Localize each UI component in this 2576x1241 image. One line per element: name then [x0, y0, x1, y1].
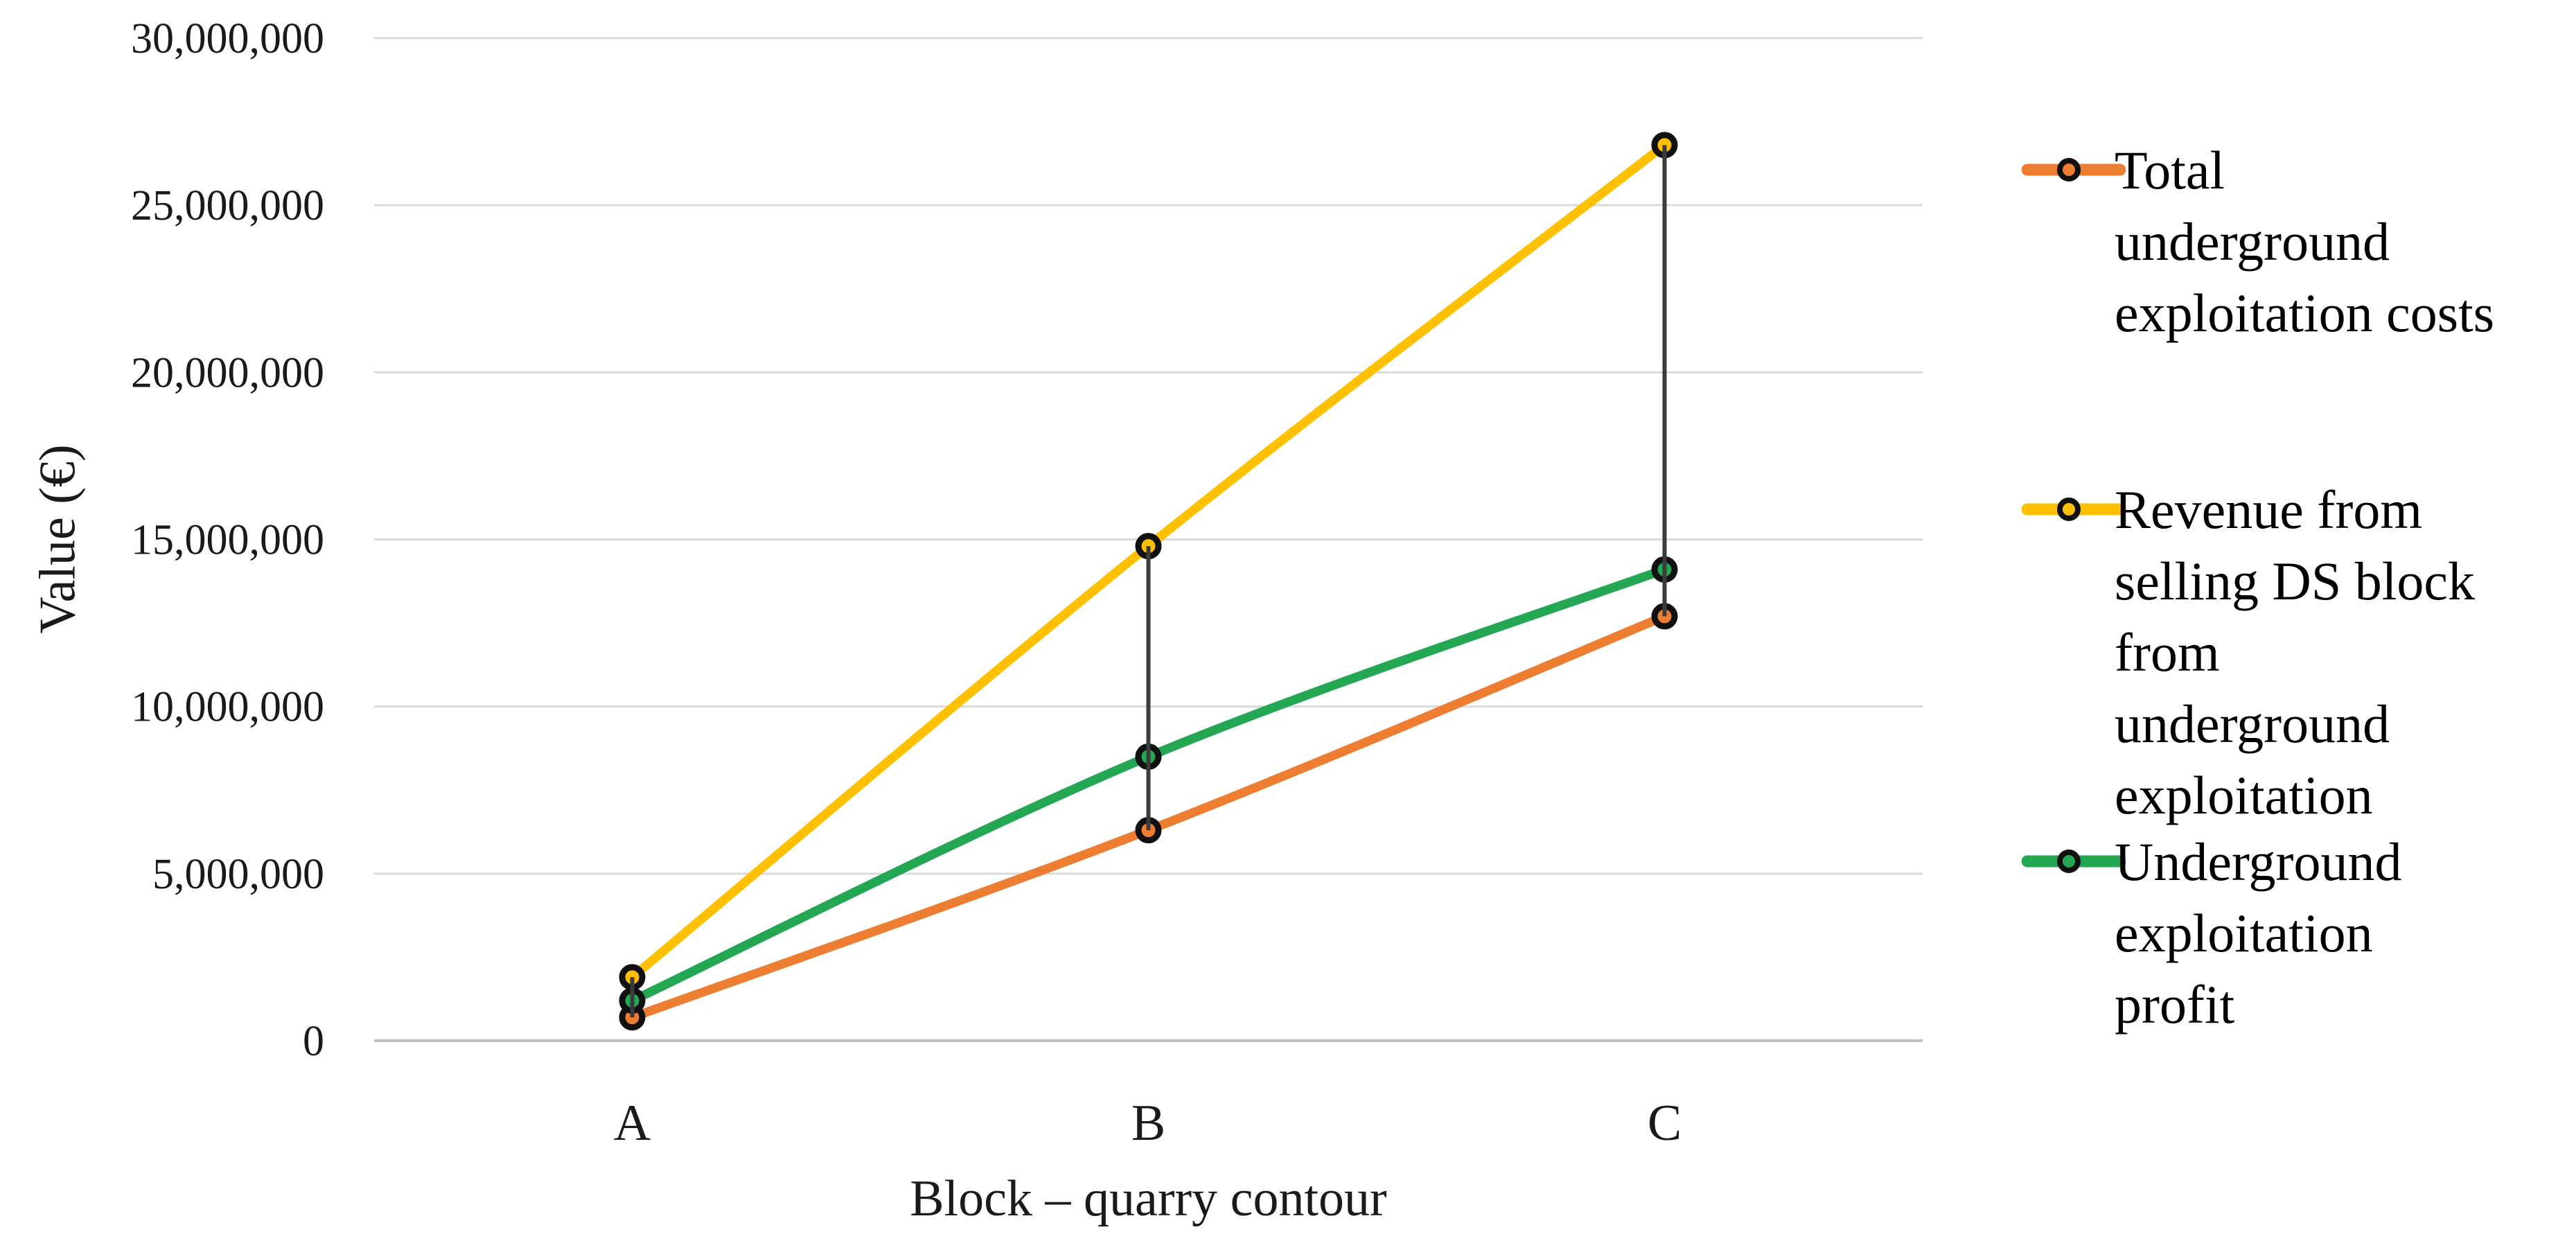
y-tick-label: 10,000,000: [131, 684, 324, 731]
y-axis-title: Value (€): [29, 444, 87, 634]
legend-circle-marker: [2057, 850, 2081, 873]
x-tick-label: A: [614, 1095, 651, 1152]
legend-marker-icon: [2022, 850, 2126, 873]
legend-circle-marker: [2057, 158, 2081, 182]
legend-label: Total underground exploitation costs: [2115, 139, 2495, 343]
y-tick-label: 30,000,000: [131, 15, 324, 62]
legend-label: Underground exploitation profit: [2115, 831, 2402, 1035]
legend-label: Revenue from selling DS block from under…: [2115, 479, 2475, 825]
y-tick-label: 5,000,000: [152, 851, 324, 898]
legend-marker-icon: [2022, 158, 2126, 182]
legend-marker-icon: [2022, 498, 2126, 521]
x-tick-label: C: [1648, 1095, 1682, 1152]
y-tick-label: 20,000,000: [131, 349, 324, 396]
x-axis-title: Block – quarry contour: [910, 1170, 1387, 1227]
y-tick-label: 25,000,000: [131, 182, 324, 229]
legend-circle-marker: [2057, 498, 2081, 521]
y-tick-label: 15,000,000: [131, 517, 324, 564]
y-tick-label: 0: [303, 1018, 324, 1065]
x-tick-label: B: [1131, 1095, 1165, 1152]
